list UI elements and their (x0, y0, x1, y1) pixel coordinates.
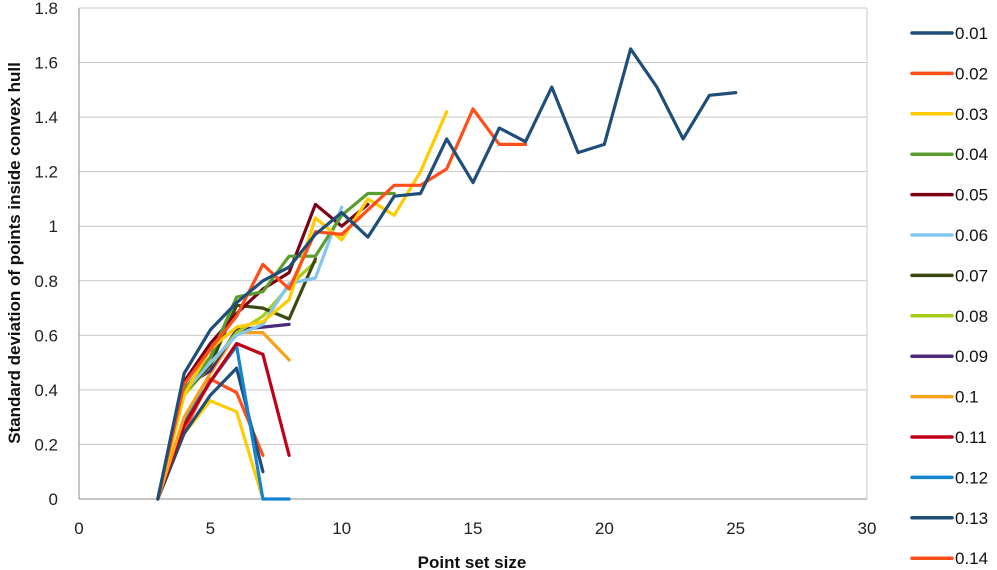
x-tick-label: 15 (464, 519, 483, 538)
grid-lines (79, 7, 868, 499)
x-tick-label: 5 (206, 519, 215, 538)
series-line (156, 47, 738, 501)
legend-label: 0.12 (955, 468, 988, 487)
legend-label: 0.03 (955, 105, 988, 124)
y-tick-label: 1.2 (34, 163, 58, 182)
y-tick-label: 0.4 (34, 381, 58, 400)
y-axis-title: Standard deviation of points inside conv… (5, 62, 24, 444)
series-line (156, 107, 528, 501)
legend-label: 0.13 (955, 509, 988, 528)
y-tick-label: 0.8 (34, 272, 58, 291)
series-lines (156, 47, 738, 501)
series-line (156, 341, 291, 501)
axes: 0 0.2 0.4 0.6 0.8 1 1.2 1.4 1.6 1.8 0 5 10 15 20 25 30 (34, 0, 876, 538)
legend-label: 0.02 (955, 64, 988, 83)
x-tick-label: 30 (858, 519, 877, 538)
legend-label: 0.09 (955, 347, 988, 366)
legend-label: 0.14 (955, 549, 988, 568)
legend-label: 0.06 (955, 226, 988, 245)
series-line (156, 110, 449, 501)
legend-label: 0.07 (955, 266, 988, 285)
x-axis-title: Point set size (418, 553, 527, 570)
legend-label: 0.11 (955, 428, 987, 447)
y-tick-label: 1.4 (34, 108, 58, 127)
y-tick-label: 0.6 (34, 326, 58, 345)
legend-label: 0.05 (955, 186, 988, 205)
y-tick-label: 1 (49, 217, 58, 236)
x-tick-label: 25 (726, 519, 745, 538)
y-tick-label: 1.8 (34, 0, 58, 18)
legend-label: 0.04 (955, 145, 988, 164)
x-tick-label: 20 (595, 519, 614, 538)
legend-label: 0.08 (955, 307, 988, 326)
y-tick-label: 1.6 (34, 54, 58, 73)
y-tick-label: 0 (49, 490, 58, 509)
legend-label: 0.01 (955, 24, 988, 43)
legend-label: 0.1 (955, 388, 979, 407)
x-tick-label: 0 (74, 519, 83, 538)
legend: 0.01 0.02 0.03 0.04 0.05 0.06 0.07 0.08 0.09 0.1 0… (910, 24, 988, 568)
x-tick-label: 10 (332, 519, 351, 538)
y-tick-label: 0.2 (34, 435, 58, 454)
